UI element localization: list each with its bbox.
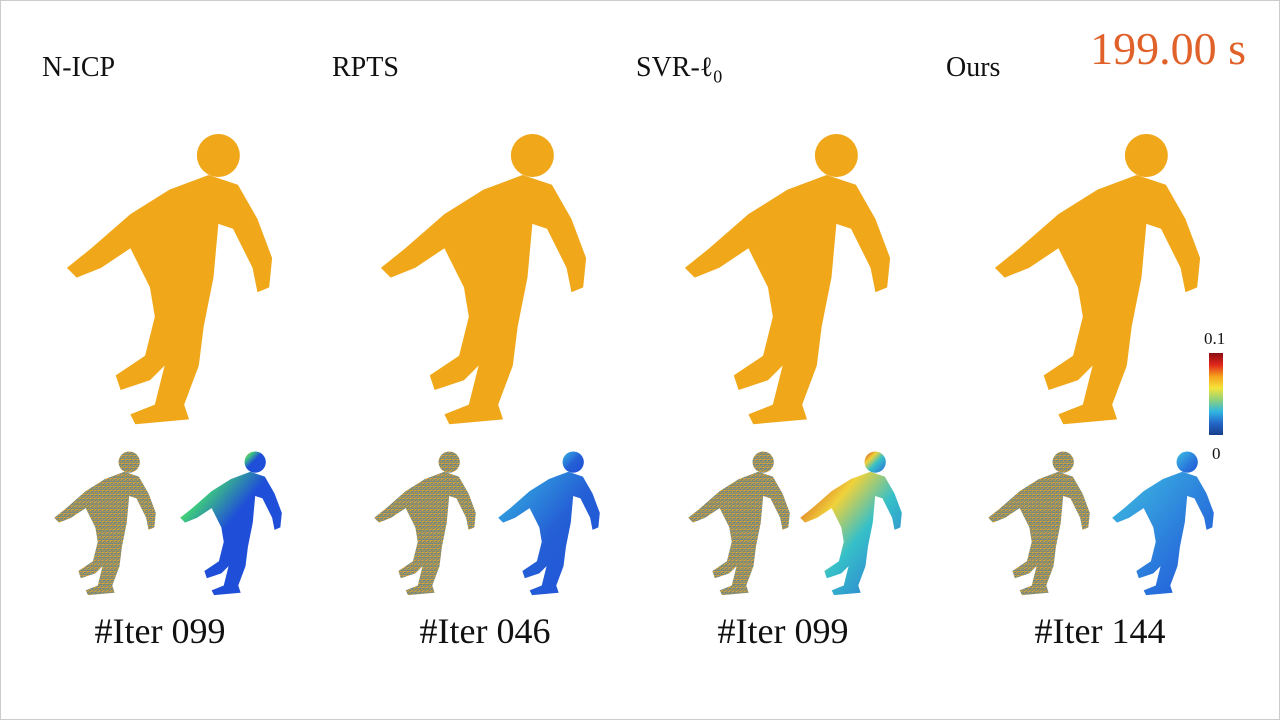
iteration-count: #Iter 144 <box>1034 611 1166 651</box>
error-heatmap <box>1108 450 1218 600</box>
textured-overlay <box>984 450 1094 600</box>
method-label: RPTS <box>332 52 399 83</box>
colorbar-min-label: 0 <box>1212 444 1221 463</box>
method-subscript: 0 <box>713 66 723 87</box>
error-heatmap <box>494 450 604 600</box>
error-heatmap <box>796 450 906 600</box>
textured-overlay <box>684 450 794 600</box>
iteration-count: #Iter 046 <box>419 611 551 651</box>
method-label: N-ICP <box>42 52 116 83</box>
method-label: SVR-ℓ0 <box>636 52 722 88</box>
mesh-result <box>990 130 1205 435</box>
mesh-result <box>376 130 591 435</box>
error-colorbar <box>1209 353 1223 435</box>
iteration-count: #Iter 099 <box>717 611 849 651</box>
error-heatmap <box>176 450 286 600</box>
iteration-count: #Iter 099 <box>94 611 226 651</box>
textured-overlay <box>370 450 480 600</box>
mesh-result <box>680 130 895 435</box>
method-name: SVR-ℓ <box>636 52 714 83</box>
colorbar-max-label: 0.1 <box>1204 329 1226 348</box>
mesh-result <box>62 130 277 435</box>
textured-overlay <box>50 450 160 600</box>
method-label: Ours <box>946 52 1001 83</box>
timer: 199.00 s <box>1090 23 1246 74</box>
